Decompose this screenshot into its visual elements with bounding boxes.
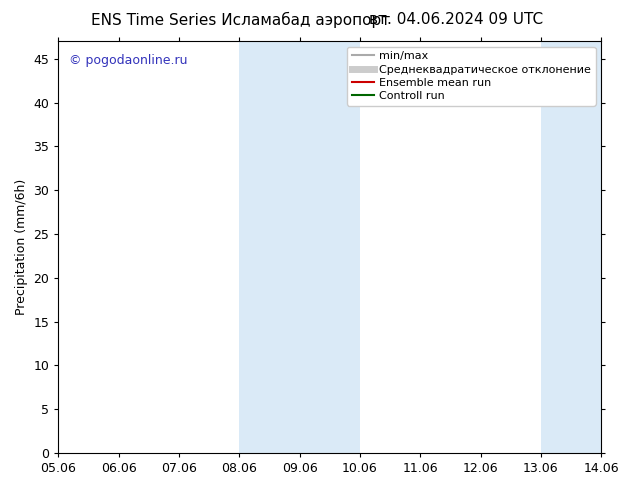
Text: © pogodaonline.ru: © pogodaonline.ru bbox=[69, 53, 188, 67]
Text: вт. 04.06.2024 09 UTC: вт. 04.06.2024 09 UTC bbox=[370, 12, 543, 27]
Bar bbox=[541, 41, 601, 453]
Bar bbox=[240, 41, 360, 453]
Text: ENS Time Series Исламабад аэропорт: ENS Time Series Исламабад аэропорт bbox=[91, 12, 391, 28]
Legend: min/max, Среднеквадратическое отклонение, Ensemble mean run, Controll run: min/max, Среднеквадратическое отклонение… bbox=[347, 47, 595, 106]
Y-axis label: Precipitation (mm/6h): Precipitation (mm/6h) bbox=[15, 179, 28, 315]
